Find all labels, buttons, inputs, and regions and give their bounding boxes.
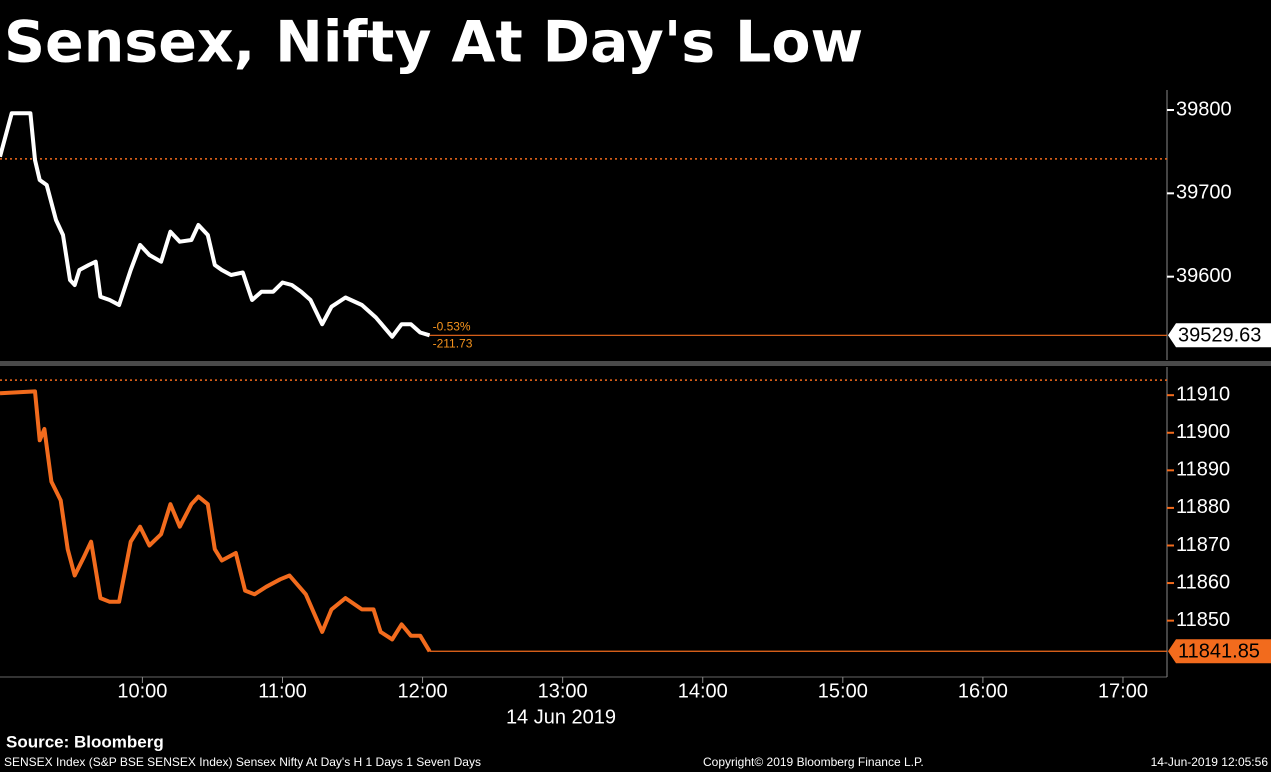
annotation: -211.73 [433, 336, 473, 350]
footer-right: 14-Jun-2019 12:05:56 [1151, 755, 1269, 769]
x-tick-label: 10:00 [117, 680, 167, 702]
last-value-label: 39529.63 [1178, 325, 1261, 347]
y-tick-label: 39600 [1176, 265, 1232, 287]
source: Source: Bloomberg [6, 732, 164, 751]
y-tick-label: 11900 [1176, 421, 1230, 443]
y-tick-label: 11910 [1176, 383, 1230, 405]
y-tick-label: 11870 [1176, 534, 1230, 556]
y-tick-label: 11850 [1176, 609, 1230, 631]
x-tick-label: 16:00 [958, 680, 1008, 702]
y-tick-label: 11860 [1176, 571, 1230, 593]
data-line [0, 111, 431, 339]
y-tick-label: 11890 [1176, 459, 1230, 481]
y-tick-label: 39700 [1176, 182, 1232, 204]
y-tick-label: 39800 [1176, 98, 1232, 120]
last-value-label: 11841.85 [1178, 641, 1260, 663]
data-line [0, 389, 432, 653]
x-tick-label: 14:00 [678, 680, 728, 702]
annotation: -0.53% [433, 319, 471, 333]
panel-separator [0, 361, 1271, 366]
x-tick-label: 11:00 [258, 680, 307, 702]
x-axis-label: 14 Jun 2019 [506, 706, 616, 728]
x-tick-label: 17:00 [1098, 680, 1148, 702]
chart-title: Sensex, Nifty At Day's Low [4, 10, 863, 76]
footer-center: Copyright© 2019 Bloomberg Finance L.P. [703, 755, 924, 769]
y-tick-label: 11880 [1176, 496, 1230, 518]
x-tick-label: 15:00 [818, 680, 868, 702]
last-value-box [1168, 639, 1271, 664]
footer-left: SENSEX Index (S&P BSE SENSEX Index) Sens… [4, 755, 481, 769]
last-value-box [1168, 323, 1271, 348]
x-tick-label: 12:00 [398, 680, 448, 702]
x-tick-label: 13:00 [538, 680, 588, 702]
